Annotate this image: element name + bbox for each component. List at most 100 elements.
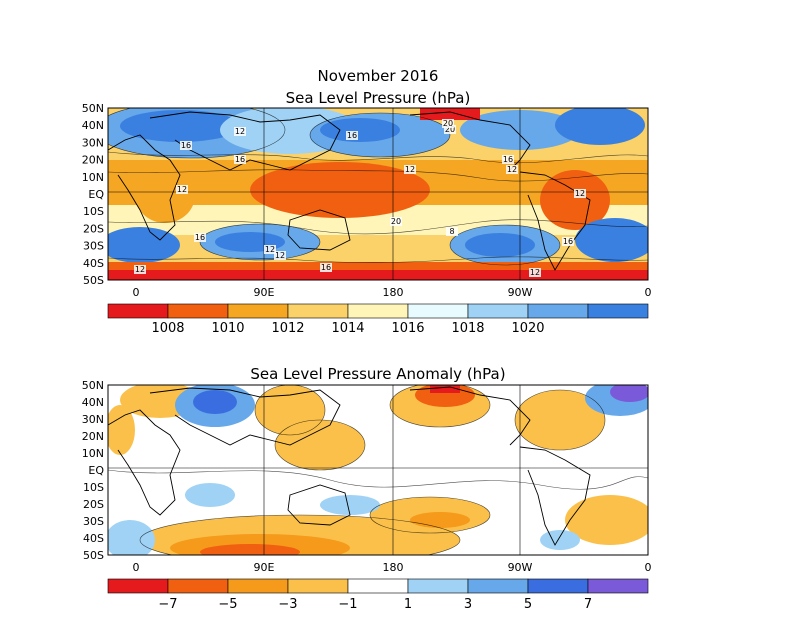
colorbar-label: 1 <box>404 597 412 612</box>
colorbar-swatch <box>227 303 289 319</box>
colorbar-swatch <box>287 303 349 319</box>
colorbar-swatch <box>587 578 649 594</box>
lat-tick-label: EQ <box>88 188 104 201</box>
colorbar-label: −3 <box>278 597 297 612</box>
lon-tick-label: 90E <box>254 561 275 574</box>
colorbar-swatch <box>107 303 169 319</box>
lat-tick-label: 20N <box>82 430 104 443</box>
lat-tick-label: 40S <box>83 257 104 270</box>
colorbar-label: 1020 <box>511 321 544 336</box>
contour-label-bg <box>446 227 458 236</box>
contour-label-bg <box>442 119 454 128</box>
colorbar-swatch <box>227 578 289 594</box>
colorbar-label: 1012 <box>271 321 304 336</box>
lat-tick-label: 10N <box>82 447 104 460</box>
anomaly-colorbar-labels: −7 −5 −3 −1 1 3 5 7 <box>158 597 592 612</box>
lat-tick-label: 20S <box>83 498 104 511</box>
colorbar-swatch <box>407 578 469 594</box>
colorbar-swatch <box>527 578 589 594</box>
lat-tick-label: 20N <box>82 154 104 167</box>
contour-label-bg <box>390 217 402 226</box>
slp-colorbar <box>107 303 649 319</box>
colorbar-label: 1008 <box>151 321 184 336</box>
contour-label: 16 <box>347 131 357 140</box>
lon-tick-label: 180 <box>383 561 404 574</box>
contour-label-bg <box>274 251 286 260</box>
contour-label-bg <box>234 155 246 164</box>
contour-label: 12 <box>507 165 517 174</box>
colorbar-swatch <box>587 303 649 319</box>
contour-label: 12 <box>177 185 187 194</box>
colorbar-swatch <box>167 303 229 319</box>
colorbar-label: 7 <box>584 597 592 612</box>
lat-tick-label: 50N <box>82 379 104 392</box>
contour-label: 12 <box>405 165 415 174</box>
contour-label: 8 <box>449 227 454 236</box>
lon-tick-label: 90E <box>254 286 275 299</box>
lat-tick-label: 20S <box>83 222 104 235</box>
contour-label-bg <box>502 155 514 164</box>
contour-label-bg <box>264 245 276 254</box>
lon-tick-label: 180 <box>383 286 404 299</box>
contour-label-bg <box>404 165 416 174</box>
anomaly-map-frame <box>107 384 649 556</box>
anomaly-gridlines <box>108 385 648 555</box>
lat-tick-label: 30N <box>82 136 104 149</box>
contour-label: 16 <box>181 141 191 150</box>
contour-label: 12 <box>265 245 275 254</box>
contour-label: 16 <box>195 233 205 242</box>
colorbar-swatch <box>467 578 529 594</box>
anomaly-map <box>108 385 648 555</box>
slp-map <box>108 108 648 280</box>
lat-tick-label: 50S <box>83 274 104 287</box>
contour-label: 20 <box>391 217 401 226</box>
anomaly-colorbar <box>107 578 649 594</box>
colorbar-swatch <box>347 578 409 594</box>
lat-tick-label: 10N <box>82 171 104 184</box>
colorbar-label: −5 <box>218 597 237 612</box>
colorbar-swatch <box>347 303 409 319</box>
contour-label: 16 <box>321 263 331 272</box>
contour-label: 12 <box>235 127 245 136</box>
colorbar-swatch <box>287 578 349 594</box>
contour-label-bg <box>194 233 206 242</box>
lat-tick-label: 50S <box>83 549 104 562</box>
lon-tick-label: 90W <box>508 561 533 574</box>
colorbar-swatch <box>467 303 529 319</box>
contour-label-bg <box>320 263 332 272</box>
colorbar-swatch <box>107 578 169 594</box>
lat-tick-label: 40N <box>82 396 104 409</box>
contour-label-bg <box>444 125 456 134</box>
lat-tick-label: 30S <box>83 515 104 528</box>
slp-colorbar-labels: 1008 1010 1012 1014 1016 1018 1020 <box>151 321 544 336</box>
contour-label-bg <box>180 141 192 150</box>
lat-tick-label: EQ <box>88 464 104 477</box>
colorbar-label: 1016 <box>391 321 424 336</box>
colorbar-label: 1014 <box>331 321 364 336</box>
contour-label: 16 <box>503 155 513 164</box>
contour-label: 20 <box>445 125 455 134</box>
colorbar-label: 1018 <box>451 321 484 336</box>
contour-label: 12 <box>575 189 585 198</box>
contour-label-bg <box>562 237 574 246</box>
contour-label-bg <box>506 165 518 174</box>
contour-label-bg <box>346 131 358 140</box>
lat-tick-label: 30S <box>83 240 104 253</box>
anomaly-lat-axis: 50N 40N 30N 20N 10N EQ 10S 20S 30S 40S 50S <box>82 379 105 562</box>
contour-label-bg <box>529 268 541 277</box>
slp-panel-title: Sea Level Pressure (hPa) <box>286 89 471 107</box>
contour-label: 20 <box>443 119 453 128</box>
lat-tick-label: 10S <box>83 481 104 494</box>
lat-tick-label: 40N <box>82 119 104 132</box>
colorbar-swatch <box>167 578 229 594</box>
contour-label: 16 <box>563 237 573 246</box>
contour-label-bg <box>574 189 586 198</box>
lon-tick-label: 0 <box>645 286 652 299</box>
contour-label: 12 <box>530 268 540 277</box>
lon-tick-label: 0 <box>133 286 140 299</box>
anomaly-lon-axis: 0 90E 180 90W 0 <box>133 561 652 574</box>
lat-tick-label: 40S <box>83 532 104 545</box>
slp-lat-axis: 50N 40N 30N 20N 10N EQ 10S 20S 30S 40S 50S <box>82 102 105 287</box>
colorbar-swatch <box>407 303 469 319</box>
